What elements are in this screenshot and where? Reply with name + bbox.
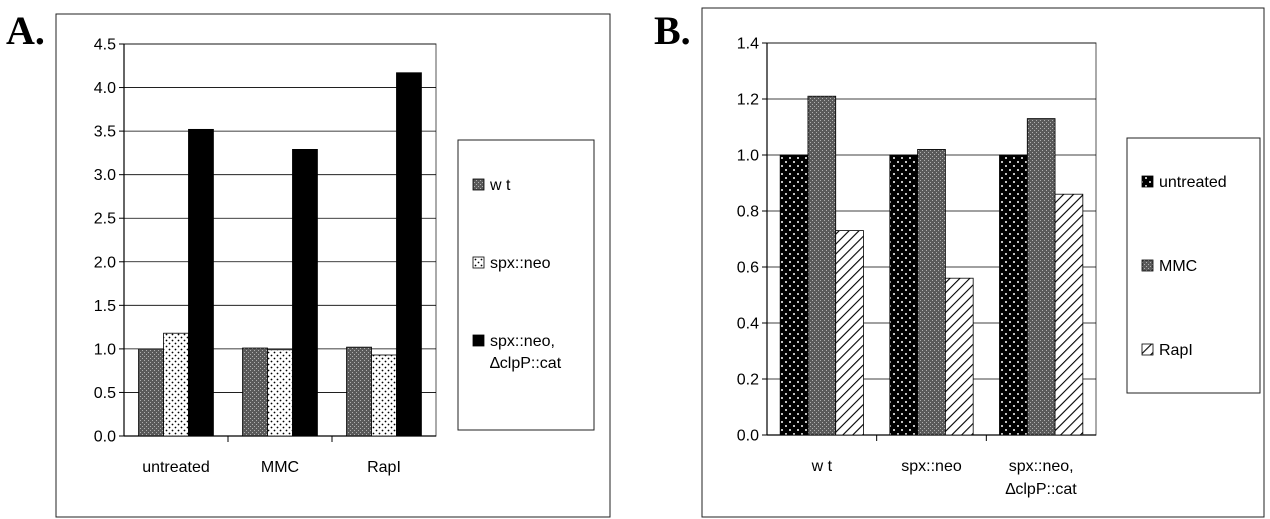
- panel-a-y-tick-label: 0.5: [94, 385, 116, 402]
- panel-b-legend-label-mmc: MMC: [1159, 258, 1197, 275]
- panel-b-y-tick-label: 1.0: [737, 148, 759, 165]
- panel-b-y-tick-label: 0.0: [737, 428, 759, 445]
- panel-b-legend-swatch-mmc: [1141, 259, 1154, 272]
- panel-a-y-tick-label: 3.5: [94, 124, 116, 141]
- panel-a-frame: [55, 13, 611, 518]
- panel-b-y-tick-label: 1.2: [737, 92, 759, 109]
- panel-b-legend-swatch-rapi: [1141, 343, 1154, 356]
- panel-b-legend-swatch-untreated: [1141, 175, 1154, 188]
- panel-b-bar-mmc-spx-neo-clpp-cat: [1026, 118, 1056, 436]
- panel-a-x-tick-label-untreated: untreated: [142, 459, 210, 476]
- panel-a-bar-w-t-untreated: [138, 348, 164, 437]
- panel-b-legend: untreated MMC RapI: [1126, 137, 1261, 394]
- panel-b-legend-label-untreated: untreated: [1159, 174, 1227, 191]
- panel-a-bar-w-t-rapi: [346, 346, 372, 437]
- panel-a-bar-spx-neo-clpp-cat-rapi: [396, 72, 422, 437]
- panel-a-y-tick-label: 2.0: [94, 254, 116, 271]
- panel-a-legend-label-w-t: w t: [489, 177, 511, 194]
- panel-a-legend-swatch-spx-neo: [472, 256, 485, 269]
- panel-b: B. 0.0 0.2 0.4 0.6 0.8 1.0 1.2 1.4w t spx::neo sp…: [654, 7, 1265, 518]
- panel-b-plot: 0.0 0.2 0.4 0.6 0.8 1.0 1.2 1.4w t spx::neo spx::…: [737, 36, 1097, 498]
- panel-b-bar-rapi-spx-neo-clpp-cat: [1054, 193, 1084, 436]
- panel-a-bar-w-t-mmc: [242, 347, 268, 437]
- panel-a-y-tick-label: 1.0: [94, 341, 116, 358]
- panel-a-plot: 0.0 0.5 1.0 1.5 2.0 2.5 3.0 3.5 4.0 4.5 untreated M…: [94, 37, 437, 476]
- panel-a-legend-label-spx-neo: spx::neo: [490, 255, 551, 272]
- panel-a-bar-spx-neo-rapi: [371, 354, 397, 437]
- panel-b-bar-untreated-spx-neo-clpp-cat: [999, 154, 1028, 436]
- panel-b-bar-untreated-w-t: [779, 154, 809, 436]
- panel-b-bar-untreated-spx-neo: [889, 154, 919, 436]
- panel-a-legend-swatch-w-t: [472, 178, 485, 191]
- panel-b-bar-rapi-spx-neo: [944, 277, 974, 436]
- panel-a-y-tick-label: 1.5: [94, 298, 116, 315]
- panel-a-y-tick-label: 0.0: [94, 429, 116, 446]
- panel-a-bar-spx-neo-untreated: [163, 332, 189, 437]
- panel-b-label: B.: [654, 8, 691, 53]
- panel-a-x-tick-label-rapi: RapI: [367, 459, 401, 476]
- panel-b-y-tick-label: 0.8: [737, 204, 759, 221]
- panel-a-bar-spx-neo-clpp-cat-mmc: [292, 149, 318, 437]
- panel-b-x-tick-label-spx-neo-clpp-cat: spx::neo, ∆clpP::cat: [1006, 458, 1078, 498]
- panel-a-x-tick-label-mmc: MMC: [261, 459, 299, 476]
- panel-a-y-tick-label: 4.5: [94, 37, 116, 54]
- panel-a-bar-spx-neo-mmc: [267, 349, 293, 437]
- panel-a-y-tick-label: 4.0: [94, 80, 116, 97]
- panel-a-legend-swatch-spx-neo-clpp-cat: [472, 334, 485, 347]
- panel-a-y-tick-label: 2.5: [94, 211, 116, 228]
- panel-b-y-tick-label: 0.2: [737, 372, 759, 389]
- panel-b-bar-rapi-w-t: [835, 230, 864, 436]
- panel-a-y-tick-label: 3.0: [94, 167, 116, 184]
- panel-b-bar-mmc-w-t: [807, 95, 837, 436]
- panel-b-y-tick-label: 1.4: [737, 36, 759, 53]
- panel-b-frame: [701, 7, 1265, 518]
- panel-b-y-tick-label: 0.4: [737, 316, 759, 333]
- panel-b-y-tick-label: 0.6: [737, 260, 759, 277]
- panel-a-bar-spx-neo-clpp-cat-untreated: [188, 128, 214, 437]
- panel-a-label: A.: [6, 8, 45, 53]
- panel-b-x-tick-label-spx-neo: spx::neo: [901, 458, 962, 475]
- panel-a-legend-label-spx-neo-clpp-cat: spx::neo, ∆clpP::cat: [490, 333, 562, 372]
- panel-b-x-tick-label-w-t: w t: [811, 458, 833, 475]
- panel-a: A. 0.0 0.5 1.0 1.5 2.0 2.5 3.0 3.5 4.0 4.5 untreat…: [6, 8, 611, 518]
- panel-b-bar-mmc-spx-neo: [917, 148, 946, 436]
- panel-b-legend-label-rapi: RapI: [1159, 342, 1193, 359]
